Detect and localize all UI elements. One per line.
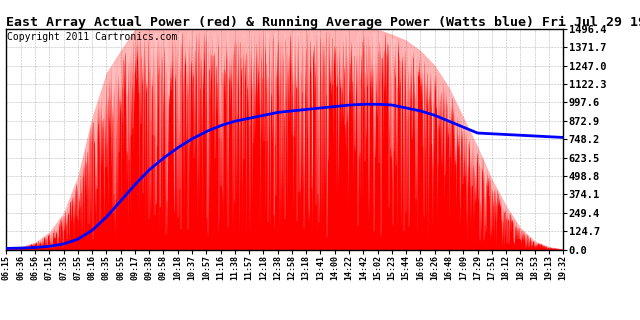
Text: East Array Actual Power (red) & Running Average Power (Watts blue) Fri Jul 29 19: East Array Actual Power (red) & Running …: [6, 16, 640, 29]
Text: Copyright 2011 Cartronics.com: Copyright 2011 Cartronics.com: [7, 32, 177, 42]
